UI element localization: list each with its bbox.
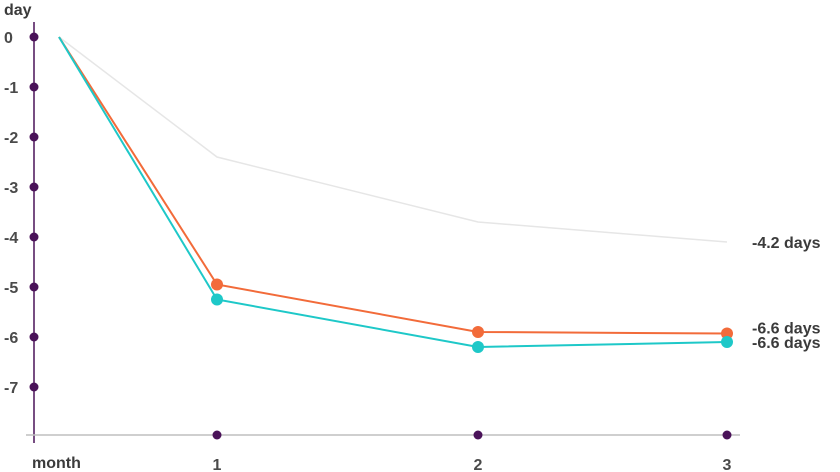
series-line: [58, 36, 728, 349]
x-tick-dot: [212, 430, 222, 440]
y-tick-dot: [29, 82, 39, 92]
x-tick-dot: [722, 430, 732, 440]
series-layer: [58, 36, 733, 353]
series-point: [472, 326, 484, 338]
y-tick-dot: [29, 382, 39, 392]
series-point: [211, 278, 223, 291]
y-tick-label: -5: [4, 280, 18, 297]
series-line: [58, 36, 728, 335]
series-line: [58, 36, 728, 243]
y-tick-label: -7: [4, 380, 18, 397]
series-point: [721, 327, 733, 340]
axes: 0 -1 -2 -3 -4 -5 -6 -7 1 2 3: [4, 22, 740, 472]
y-tick-dot: [29, 332, 39, 342]
y-tick-label: -4: [4, 230, 18, 247]
series-point: [211, 293, 223, 306]
y-tick-dot: [29, 132, 39, 142]
x-tick-dot: [473, 430, 483, 440]
x-axis-title: month: [32, 455, 81, 472]
x-tick-label: 1: [213, 457, 222, 472]
series-point: [472, 341, 484, 353]
x-tick-label: 2: [474, 457, 483, 472]
y-tick-label: 0: [4, 30, 13, 47]
y-tick-dot: [29, 32, 39, 42]
y-tick-label: -1: [4, 80, 18, 97]
series-end-label: -6.6 days: [752, 321, 821, 338]
y-tick-dot: [29, 282, 39, 292]
end-labels: -4.2 days -6.6 days-6.6 days: [752, 235, 821, 352]
y-tick-label: -6: [4, 330, 18, 347]
y-tick-label: -2: [4, 130, 18, 147]
series-end-label: -4.2 days: [752, 235, 821, 252]
x-tick-label: 3: [723, 457, 732, 472]
y-tick-dot: [29, 232, 39, 242]
y-axis-title: day: [4, 2, 32, 19]
y-tick-dot: [29, 182, 39, 192]
series-end-label: -6.6 days: [752, 335, 821, 352]
y-tick-label: -3: [4, 180, 18, 197]
series-point: [721, 336, 733, 348]
